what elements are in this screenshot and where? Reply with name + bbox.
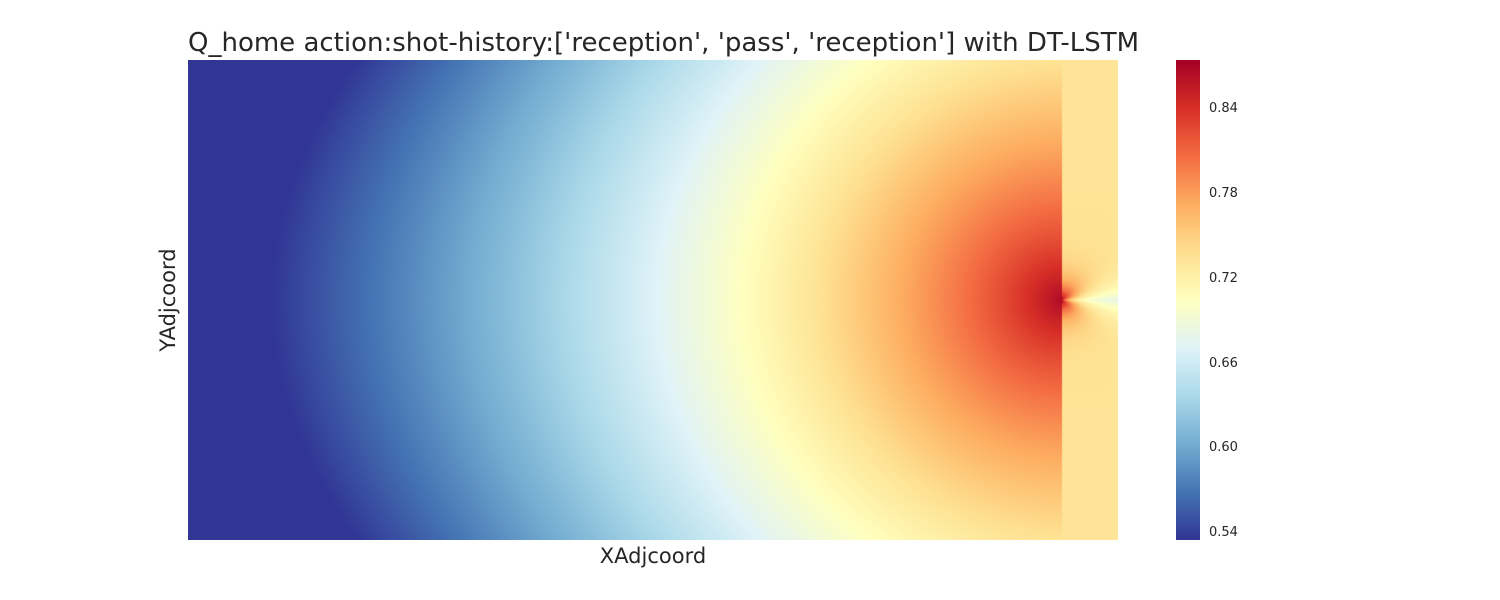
colorbar-tick-label: 0.84 (1209, 101, 1238, 117)
colorbar-tick-label: 0.72 (1209, 270, 1238, 286)
x-axis-label: XAdjcoord (599, 544, 707, 568)
colorbar-tick-label: 0.54 (1209, 524, 1238, 540)
chart-title: Q_home action:shot-history:['reception',… (188, 28, 1140, 58)
colorbar (1176, 60, 1200, 540)
colorbar-tick-label: 0.66 (1209, 355, 1238, 371)
heatmap-plot (188, 60, 1118, 540)
colorbar-tick-label: 0.60 (1209, 440, 1238, 456)
y-axis-label: YAdjcoord (156, 248, 180, 352)
colorbar-tick-label: 0.78 (1209, 186, 1238, 202)
